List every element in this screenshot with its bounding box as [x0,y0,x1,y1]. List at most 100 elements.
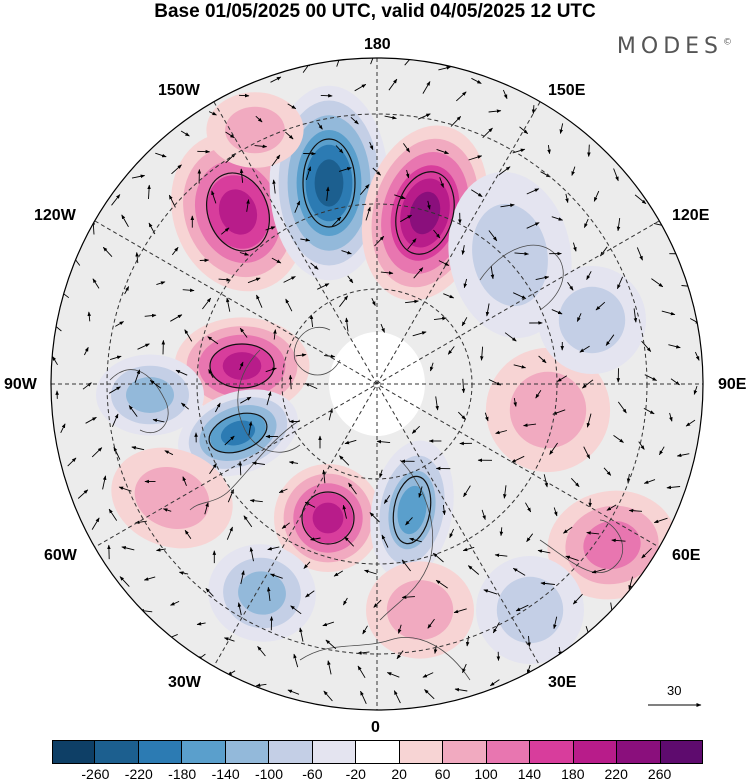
wind-arrow [350,116,359,125]
wind-arrow [204,502,209,515]
wind-arrow [257,646,266,657]
wind-arrow [403,143,410,153]
lon-label-60w: 60W [44,547,77,564]
wind-arrow [381,534,389,548]
wind-arrow [293,653,299,668]
wind-arrow [249,547,254,562]
wind-arrow [449,528,455,539]
wind-arrow [461,317,468,327]
wind-arrow [490,266,495,280]
wind-arrow [549,442,558,455]
wind-arrow [388,78,398,91]
colorbar-tick-label: 220 [604,766,628,782]
lon-label-120w: 120W [34,207,76,224]
wind-arrow [344,536,355,547]
wind-arrow [171,164,182,175]
wind-arrow [135,251,139,264]
wind-arrow [547,145,551,155]
wind-arrow [417,113,431,120]
wind-arrow [433,316,447,321]
wind-arrow [272,179,276,194]
wind-arrow [567,281,574,291]
wind-arrow [239,168,244,183]
wind-arrow [605,334,615,346]
wind-arrow [239,252,250,256]
wind-arrow [265,226,276,231]
wind-arrow [535,275,550,281]
wind-arrow [152,418,165,423]
wind-arrow [108,508,118,521]
wind-arrow [271,257,282,264]
wind-arrow [401,595,415,599]
coastline-arctic-islands [293,327,341,376]
wind-arrow [338,167,352,172]
wind-arrow [669,412,673,422]
negative-cell [238,571,286,615]
wind-arrow [593,190,600,202]
colorbar-swatch [138,740,183,764]
wind-arrow [344,439,357,445]
circulation-contour [301,491,355,545]
wind-arrow [513,292,527,300]
wind-arrow [676,453,690,458]
wind-arrow [182,476,187,486]
coastline-siberia [479,244,564,311]
positive-cell [409,191,441,235]
wind-arrow [111,413,119,427]
wind-arrow [255,115,263,123]
circulation-contour [209,343,275,389]
wind-arrow [613,435,624,443]
wind-arrow [271,154,281,167]
wind-arrow [447,346,455,355]
wind-arrow [348,482,357,495]
wind-arrow [249,498,263,503]
map-border [50,57,704,711]
wind-arrow [463,278,468,289]
wind-arrow [659,446,665,456]
wind-arrow [488,230,498,242]
wind-arrow [471,189,483,197]
wind-arrow [379,469,383,479]
negative-cell [220,420,256,446]
wind-arrow [462,663,467,674]
wind-arrow [324,354,336,359]
wind-arrow [156,548,166,552]
wind-arrow [305,166,311,181]
circulation-contour [392,475,432,545]
wind-arrow [551,216,564,221]
wind-arrow [333,570,344,577]
wind-arrow [519,126,529,134]
wind-arrow [405,169,410,179]
wind-arrow [571,166,576,176]
wind-arrow [455,91,467,102]
wind-arrow [322,469,326,484]
wind-arrow [287,103,297,110]
negative-cell [126,377,174,413]
wind-arrow [483,589,498,595]
colorbar-tick-label: 20 [391,766,407,782]
wind-arrow [396,650,404,660]
negative-cell [496,576,564,644]
wind-arrow [438,66,452,71]
wind-arrow [413,267,424,279]
wind-arrow [91,447,103,458]
wind-arrow [603,467,612,476]
wind-arrow [320,93,333,98]
wind-arrow [572,593,583,605]
wind-arrow [435,579,448,589]
wind-arrow [442,504,446,516]
wind-arrow [371,298,376,307]
wind-arrow [685,419,696,427]
wind-arrow [224,435,235,446]
wind-arrow [226,526,233,540]
wind-arrow [376,439,391,444]
wind-arrow [583,218,589,229]
wind-arrow [526,533,534,543]
wind-arrow [365,206,371,221]
wind-arrow [305,590,315,598]
colorbar-swatch [573,740,618,764]
wind-arrow [343,597,348,606]
wind-arrow [237,602,242,616]
wind-arrow [513,398,517,407]
wind-arrow [499,527,504,537]
